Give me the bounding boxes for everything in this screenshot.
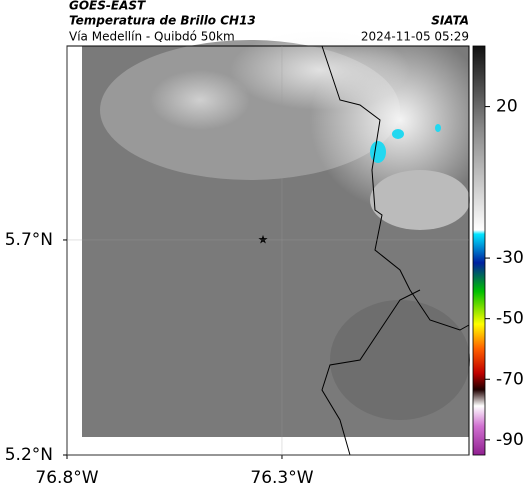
svg-text:★: ★ bbox=[258, 233, 269, 247]
y-tick-label: 5.7°N bbox=[5, 230, 53, 250]
subtitle: Temperatura de Brillo CH13 bbox=[69, 14, 256, 28]
satellite-image: ★ bbox=[82, 30, 490, 456]
colorbar-label: -90 bbox=[496, 430, 524, 450]
colorbar bbox=[472, 45, 486, 456]
colorbar-label: -30 bbox=[496, 248, 524, 268]
colorbar-label: -50 bbox=[496, 309, 524, 329]
location: Vía Medellín - Quibdó 50km bbox=[69, 30, 235, 44]
colorbar-label: 20 bbox=[496, 97, 518, 117]
x-tick-label: 76.3°W bbox=[250, 468, 313, 488]
title: GOES-EAST bbox=[69, 0, 146, 13]
colorbar-label: -70 bbox=[496, 369, 524, 389]
y-tick-label: 5.2°N bbox=[5, 445, 53, 465]
x-tick-label: 76.8°W bbox=[35, 468, 98, 488]
source: SIATA bbox=[431, 14, 469, 28]
